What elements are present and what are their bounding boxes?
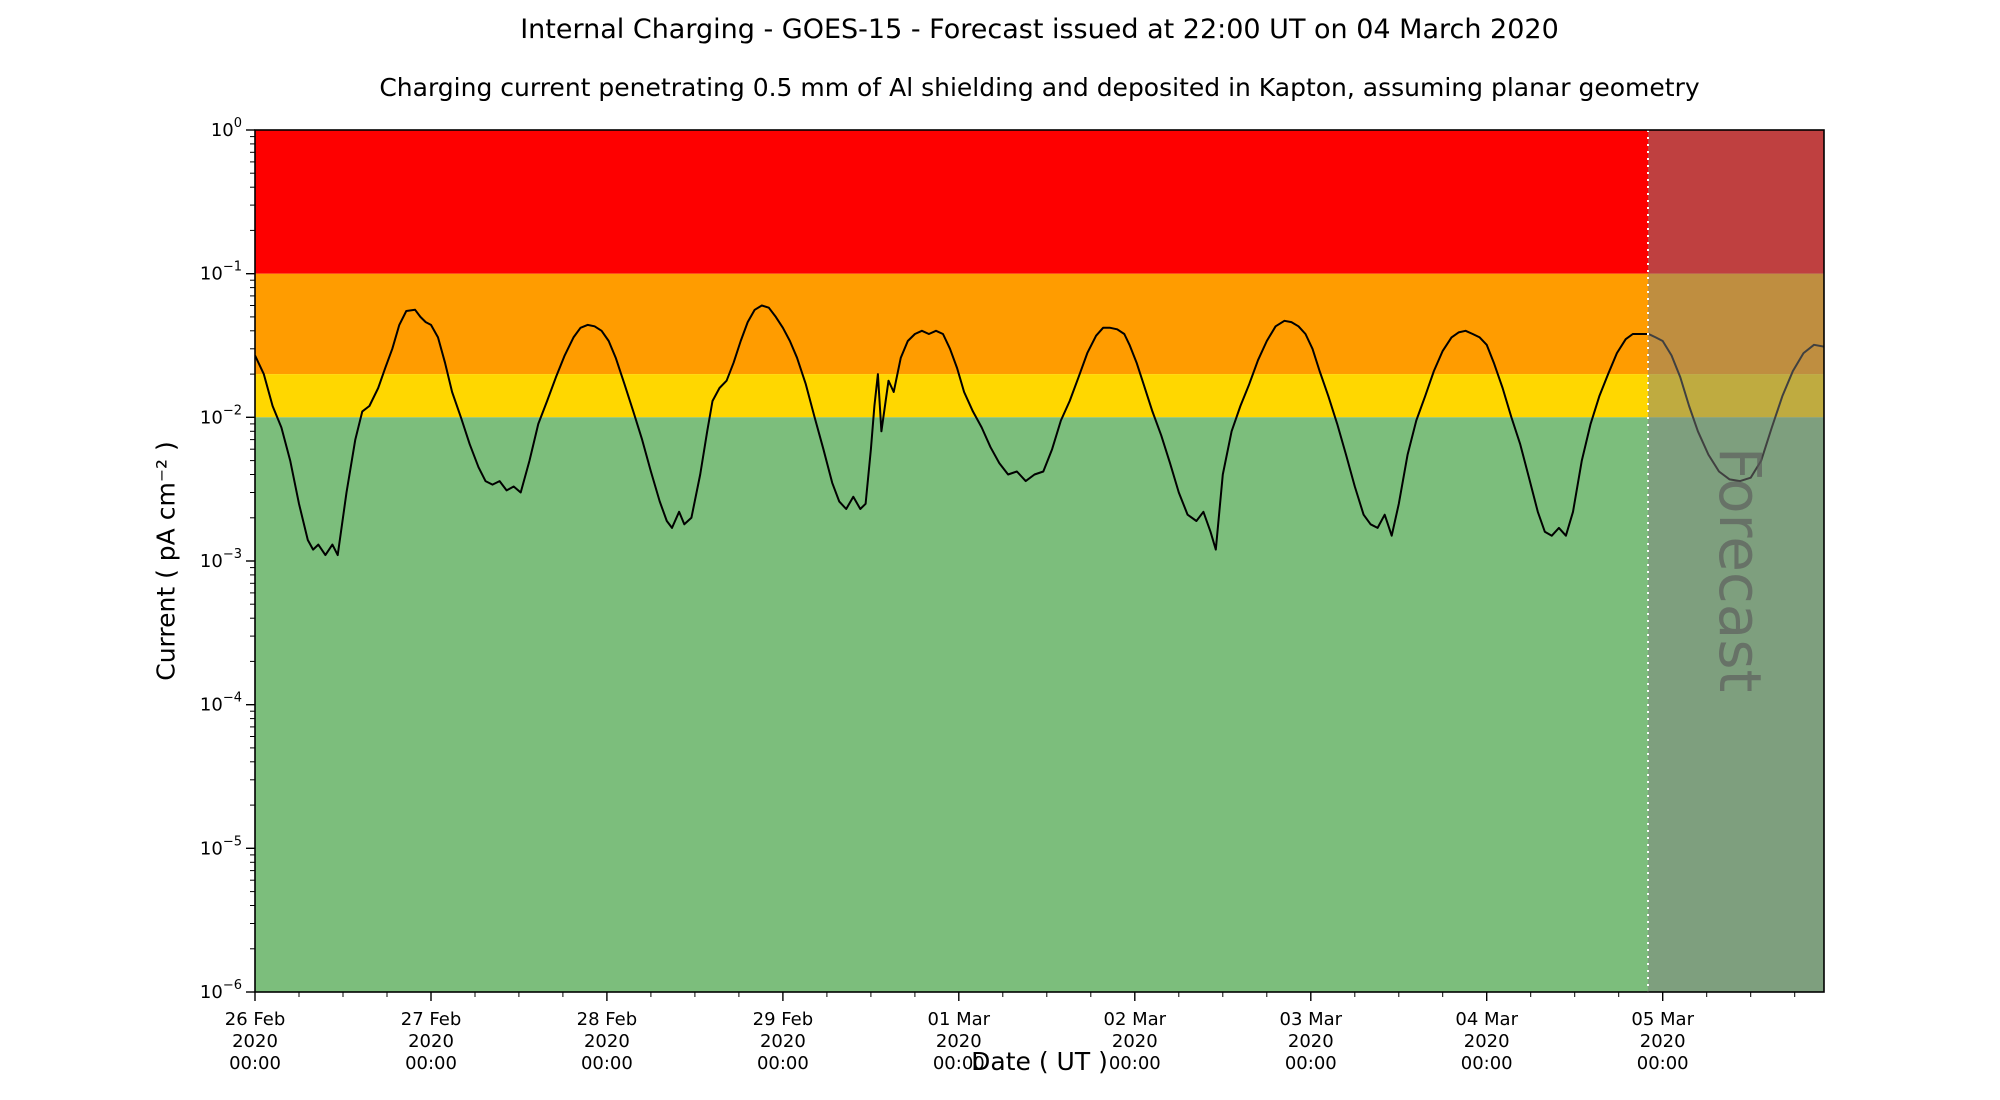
x-tick-label: 04 Mar <box>1455 1009 1518 1030</box>
y-tick-label: 10−4 <box>200 691 242 716</box>
x-tick-label: 2020 <box>1112 1031 1158 1052</box>
x-tick-label: 26 Feb <box>225 1009 286 1030</box>
x-tick-label: 00:00 <box>1109 1053 1161 1074</box>
x-tick-label: 02 Mar <box>1104 1009 1167 1030</box>
y-axis-label: Current ( pA cm⁻² ) <box>151 441 181 681</box>
band-green <box>255 417 1824 992</box>
x-tick-label: 00:00 <box>229 1053 281 1074</box>
x-axis-label: Date ( UT ) <box>971 1047 1108 1076</box>
y-tick-label: 10−5 <box>200 834 242 859</box>
x-tick-label: 01 Mar <box>928 1009 991 1030</box>
y-tick-label: 10−1 <box>200 260 242 285</box>
x-tick-label: 28 Feb <box>577 1009 638 1030</box>
y-tick-label: 10−3 <box>200 547 242 572</box>
x-tick-label: 2020 <box>584 1031 630 1052</box>
band-orange <box>255 273 1824 375</box>
x-tick-label: 2020 <box>232 1031 278 1052</box>
x-tick-label: 00:00 <box>581 1053 633 1074</box>
x-tick-label: 2020 <box>760 1031 806 1052</box>
chart-subtitle: Charging current penetrating 0.5 mm of A… <box>379 73 1700 102</box>
x-tick-label: 00:00 <box>933 1053 985 1074</box>
x-tick-label: 2020 <box>1640 1031 1686 1052</box>
y-tick-label: 100 <box>211 116 242 141</box>
series-charging-current <box>255 304 1824 557</box>
x-tick-label: 05 Mar <box>1631 1009 1694 1030</box>
x-tick-label: 00:00 <box>1637 1053 1689 1074</box>
x-tick-label: 2020 <box>408 1031 454 1052</box>
band-yellow <box>255 374 1824 418</box>
forecast-overlay <box>1648 130 1824 992</box>
x-tick-label: 2020 <box>1288 1031 1334 1052</box>
x-tick-label: 00:00 <box>1285 1053 1337 1074</box>
chart-title: Internal Charging - GOES-15 - Forecast i… <box>520 14 1559 45</box>
x-tick-label: 2020 <box>936 1031 982 1052</box>
y-tick-label: 10−6 <box>200 978 242 1003</box>
x-tick-label: 00:00 <box>757 1053 809 1074</box>
x-tick-label: 27 Feb <box>401 1009 462 1030</box>
x-tick-label: 29 Feb <box>753 1009 814 1030</box>
x-tick-label: 03 Mar <box>1280 1009 1343 1030</box>
forecast-label: Forecast <box>1706 447 1774 692</box>
x-tick-label: 2020 <box>1464 1031 1510 1052</box>
band-red <box>255 130 1824 274</box>
x-tick-label: 00:00 <box>1461 1053 1513 1074</box>
y-tick-label: 10−2 <box>200 403 242 428</box>
x-tick-label: 00:00 <box>405 1053 457 1074</box>
